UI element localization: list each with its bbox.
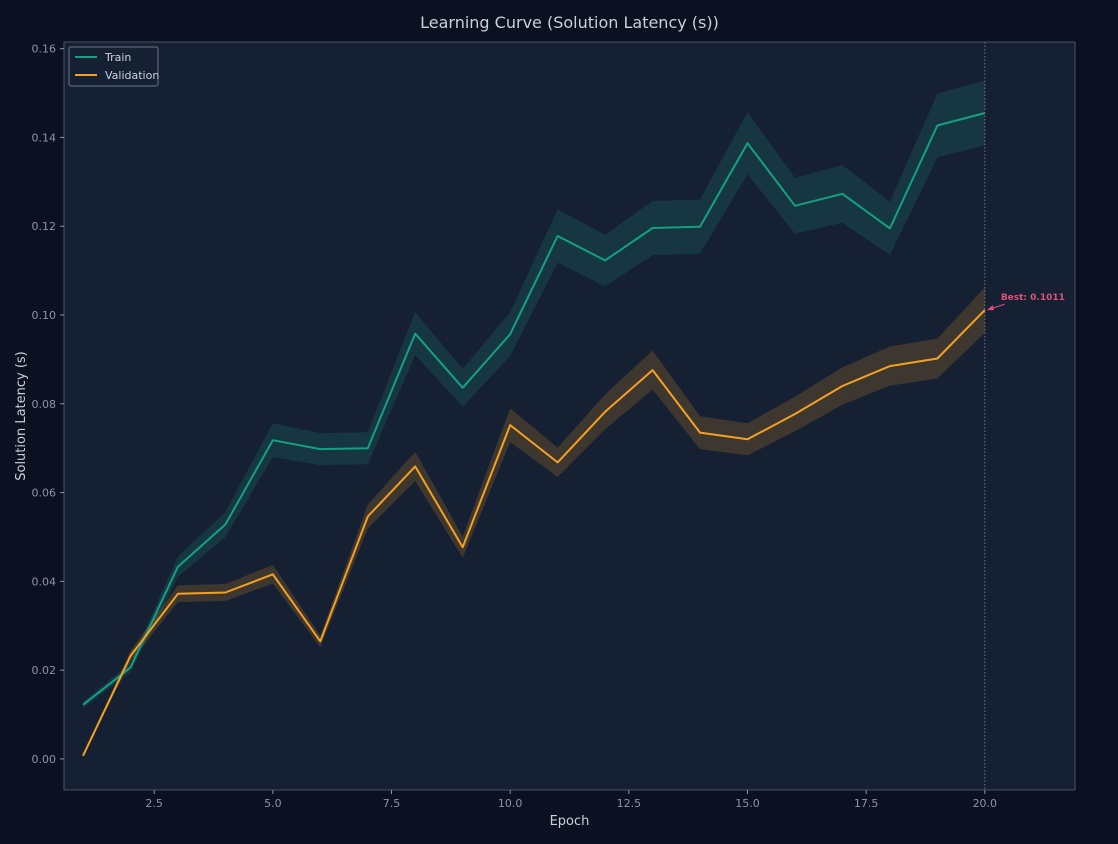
- series-lines: [82, 112, 986, 757]
- x-tick-label: 17.5: [854, 797, 879, 810]
- y-tick-label: 0.04: [32, 575, 57, 588]
- train-line: [82, 112, 986, 706]
- x-tick-label: 15.0: [735, 797, 760, 810]
- annotation-text: Best: 0.1011: [1001, 293, 1065, 303]
- y-axis-ticks: 0.00 0.02 0.04 0.06 0.08 0.10 0.12 0.14 0.16: [32, 43, 64, 766]
- legend-label-train: Train: [104, 51, 131, 64]
- y-tick-label: 0.08: [32, 398, 57, 411]
- x-tick-label: 12.5: [617, 797, 642, 810]
- x-tick-label: 7.5: [383, 797, 401, 810]
- x-tick-label: 10.0: [498, 797, 523, 810]
- y-axis-label: Solution Latency (s): [14, 351, 29, 481]
- y-tick-label: 0.06: [32, 487, 57, 500]
- y-tick-label: 0.10: [32, 309, 57, 322]
- validation-line: [82, 309, 986, 757]
- y-tick-label: 0.12: [32, 220, 57, 233]
- y-tick-label: 0.14: [32, 131, 57, 144]
- chart-title: Learning Curve (Solution Latency (s)): [420, 13, 719, 32]
- plot-area: [63, 41, 1076, 791]
- annotation-arrow-head: [986, 305, 994, 311]
- best-annotation: Best: 0.1011: [986, 293, 1065, 311]
- x-tick-label: 5.0: [264, 797, 282, 810]
- x-tick-label: 20.0: [973, 797, 998, 810]
- legend: Train Validation: [68, 46, 159, 87]
- y-tick-label: 0.00: [32, 753, 57, 766]
- x-tick-label: 2.5: [145, 797, 163, 810]
- y-tick-label: 0.02: [32, 664, 57, 677]
- y-tick-label: 0.16: [32, 43, 57, 56]
- legend-label-validation: Validation: [105, 69, 159, 82]
- x-axis-label: Epoch: [550, 814, 590, 829]
- x-axis-ticks: 2.5 5.0 7.5 10.0 12.5 15.0 17.5 20.0: [145, 790, 997, 810]
